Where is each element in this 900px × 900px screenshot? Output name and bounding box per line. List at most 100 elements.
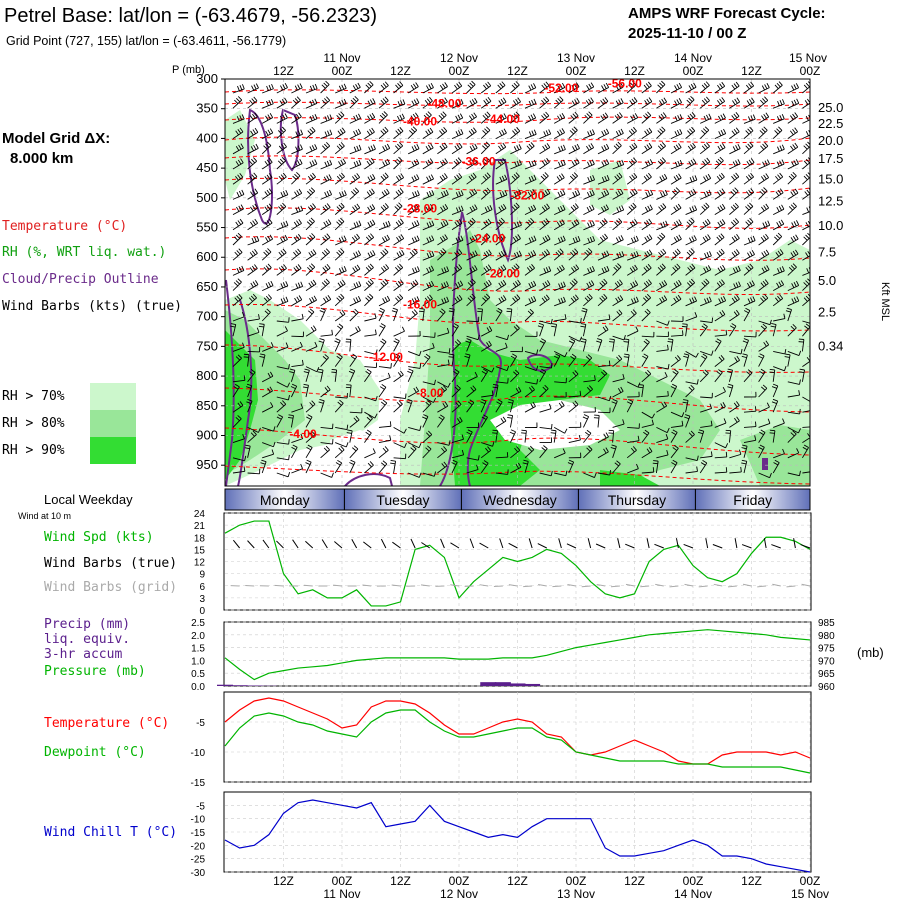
wind-barb-staff <box>232 236 242 246</box>
y-tick-label: 6 <box>199 582 205 593</box>
wind-barb-feather <box>692 188 697 194</box>
wind-barb-feather <box>309 174 314 179</box>
wind-barb-feather <box>704 298 707 304</box>
wind-barb-staff <box>729 253 740 261</box>
wind-barb-staff <box>568 194 580 200</box>
wind-barb-staff <box>378 299 390 307</box>
temperature-contour-label: -48.00 <box>427 97 461 111</box>
wind-barb-feather <box>555 353 561 357</box>
wind-barb-feather <box>326 263 331 269</box>
wind-barb-feather <box>803 175 808 181</box>
wind-barb-feather <box>628 84 633 89</box>
wind-barb-feather <box>292 99 297 105</box>
wind-barb-staff <box>729 190 739 200</box>
wind-barb-feather <box>779 249 784 254</box>
wind-barb-feather <box>599 282 604 287</box>
weekday-label: Local Weekday <box>44 492 133 507</box>
wind-barb-feather <box>733 311 738 316</box>
wind-barb-feather <box>781 144 785 150</box>
wind-barb-feather <box>256 327 260 333</box>
wind-barb-feather <box>471 217 476 222</box>
wind-barb-staff <box>787 309 792 322</box>
wind-barb-feather <box>732 204 737 209</box>
wind-barb-staff <box>407 208 419 215</box>
wind-barb-staff <box>334 251 345 261</box>
wind-barb-staff <box>626 101 638 109</box>
wind-barb-feather <box>382 250 387 255</box>
wind-barb-feather <box>295 235 300 240</box>
wind-barb-feather <box>236 295 241 301</box>
cloud-outline <box>247 108 273 225</box>
wind-barb-staff <box>802 193 810 200</box>
wind-barb <box>553 112 566 124</box>
wind-barb-staff <box>466 162 477 170</box>
wind-barb-feather <box>604 97 609 102</box>
wind-barb-feather <box>690 144 694 149</box>
wind-barb-staff <box>656 236 666 246</box>
wind-barb-feather <box>456 250 461 256</box>
wind-barb-feather <box>633 172 638 178</box>
wind-barb-feather <box>560 236 564 242</box>
wind-barb-feather <box>794 142 799 148</box>
wind-barb-staff <box>597 101 609 109</box>
wind-barb-feather <box>657 84 662 89</box>
wind-barb <box>699 81 710 94</box>
wind-barb-feather <box>487 206 491 211</box>
wind-barb-feather <box>311 233 316 238</box>
wind-barb-feather <box>483 221 488 227</box>
wind-barb <box>305 233 316 246</box>
wind-barb-staff <box>320 84 330 94</box>
wind-barb-feather <box>720 130 724 135</box>
wind-barb-staff <box>524 164 537 170</box>
wind-barb-staff <box>378 325 386 337</box>
wind-barb-feather <box>308 282 312 288</box>
wind-barb-feather <box>551 423 553 430</box>
wind-barb-feather <box>643 115 648 120</box>
wind-barb <box>422 143 434 155</box>
wind-barb-feather <box>530 84 534 90</box>
wind-barb-feather <box>454 368 460 373</box>
wind-barb <box>319 307 326 322</box>
wind-barb-feather <box>723 128 727 134</box>
wind-barb-feather <box>411 146 415 152</box>
wind-barb-staff <box>758 283 769 291</box>
wind-barb <box>758 203 770 215</box>
wind-barb <box>772 249 784 261</box>
wind-barb-feather <box>758 355 764 359</box>
wind-barb-feather <box>498 282 502 288</box>
wind-barb-feather <box>395 176 400 181</box>
wind-barb-feather <box>638 386 644 389</box>
wind-barb-feather <box>630 159 635 164</box>
wind-barb <box>261 218 273 231</box>
wind-barb-staff <box>232 316 245 322</box>
wind-barb-feather <box>788 175 793 180</box>
wind-barb-feather <box>784 356 790 358</box>
wind-barb-feather <box>561 82 566 88</box>
wind-barb <box>422 82 434 94</box>
precip-bar <box>217 684 233 686</box>
wind-barb-staff <box>685 381 698 385</box>
wind-barb <box>743 114 756 124</box>
wind-barb-feather <box>721 279 725 284</box>
wind-barb-feather <box>615 131 620 136</box>
wind-barb-feather <box>310 187 316 192</box>
y-tick-label: 12 <box>194 558 206 569</box>
wind-barb-feather <box>703 115 707 121</box>
wind-barb <box>729 127 740 139</box>
wind-barb <box>349 203 361 215</box>
wind-barb-feather <box>572 191 576 197</box>
wind-barb-staff <box>539 192 551 200</box>
wind-barb-staff <box>437 146 448 155</box>
wind-barb-staff <box>641 283 652 291</box>
wind-barb <box>466 334 480 341</box>
wind-barb-feather <box>732 189 737 194</box>
wind-barb-feather <box>764 221 768 227</box>
wind-barb-feather <box>252 205 256 210</box>
wind-barb <box>247 188 259 200</box>
wind-barb <box>627 251 639 261</box>
wind-barb <box>583 143 595 155</box>
wind-barb-staff <box>451 354 455 367</box>
wind-barb <box>437 296 450 307</box>
wind-barb <box>481 204 493 216</box>
wind-barb-feather <box>259 323 265 325</box>
